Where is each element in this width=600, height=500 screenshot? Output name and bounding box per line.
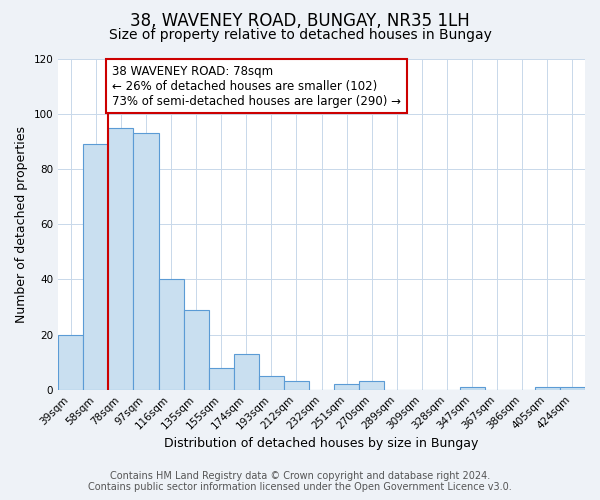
Bar	[209, 368, 234, 390]
Bar	[560, 387, 585, 390]
Bar	[83, 144, 109, 390]
Bar	[109, 128, 133, 390]
Bar	[460, 387, 485, 390]
Bar	[259, 376, 284, 390]
Text: 38 WAVENEY ROAD: 78sqm
← 26% of detached houses are smaller (102)
73% of semi-de: 38 WAVENEY ROAD: 78sqm ← 26% of detached…	[112, 64, 401, 108]
Bar	[334, 384, 359, 390]
Text: Contains HM Land Registry data © Crown copyright and database right 2024.
Contai: Contains HM Land Registry data © Crown c…	[88, 471, 512, 492]
Text: Size of property relative to detached houses in Bungay: Size of property relative to detached ho…	[109, 28, 491, 42]
Bar	[158, 280, 184, 390]
Bar	[184, 310, 209, 390]
Bar	[234, 354, 259, 390]
Bar	[284, 382, 309, 390]
Bar	[359, 382, 385, 390]
Bar	[133, 134, 158, 390]
X-axis label: Distribution of detached houses by size in Bungay: Distribution of detached houses by size …	[164, 437, 479, 450]
Y-axis label: Number of detached properties: Number of detached properties	[15, 126, 28, 323]
Bar	[58, 334, 83, 390]
Text: 38, WAVENEY ROAD, BUNGAY, NR35 1LH: 38, WAVENEY ROAD, BUNGAY, NR35 1LH	[130, 12, 470, 30]
Bar	[535, 387, 560, 390]
